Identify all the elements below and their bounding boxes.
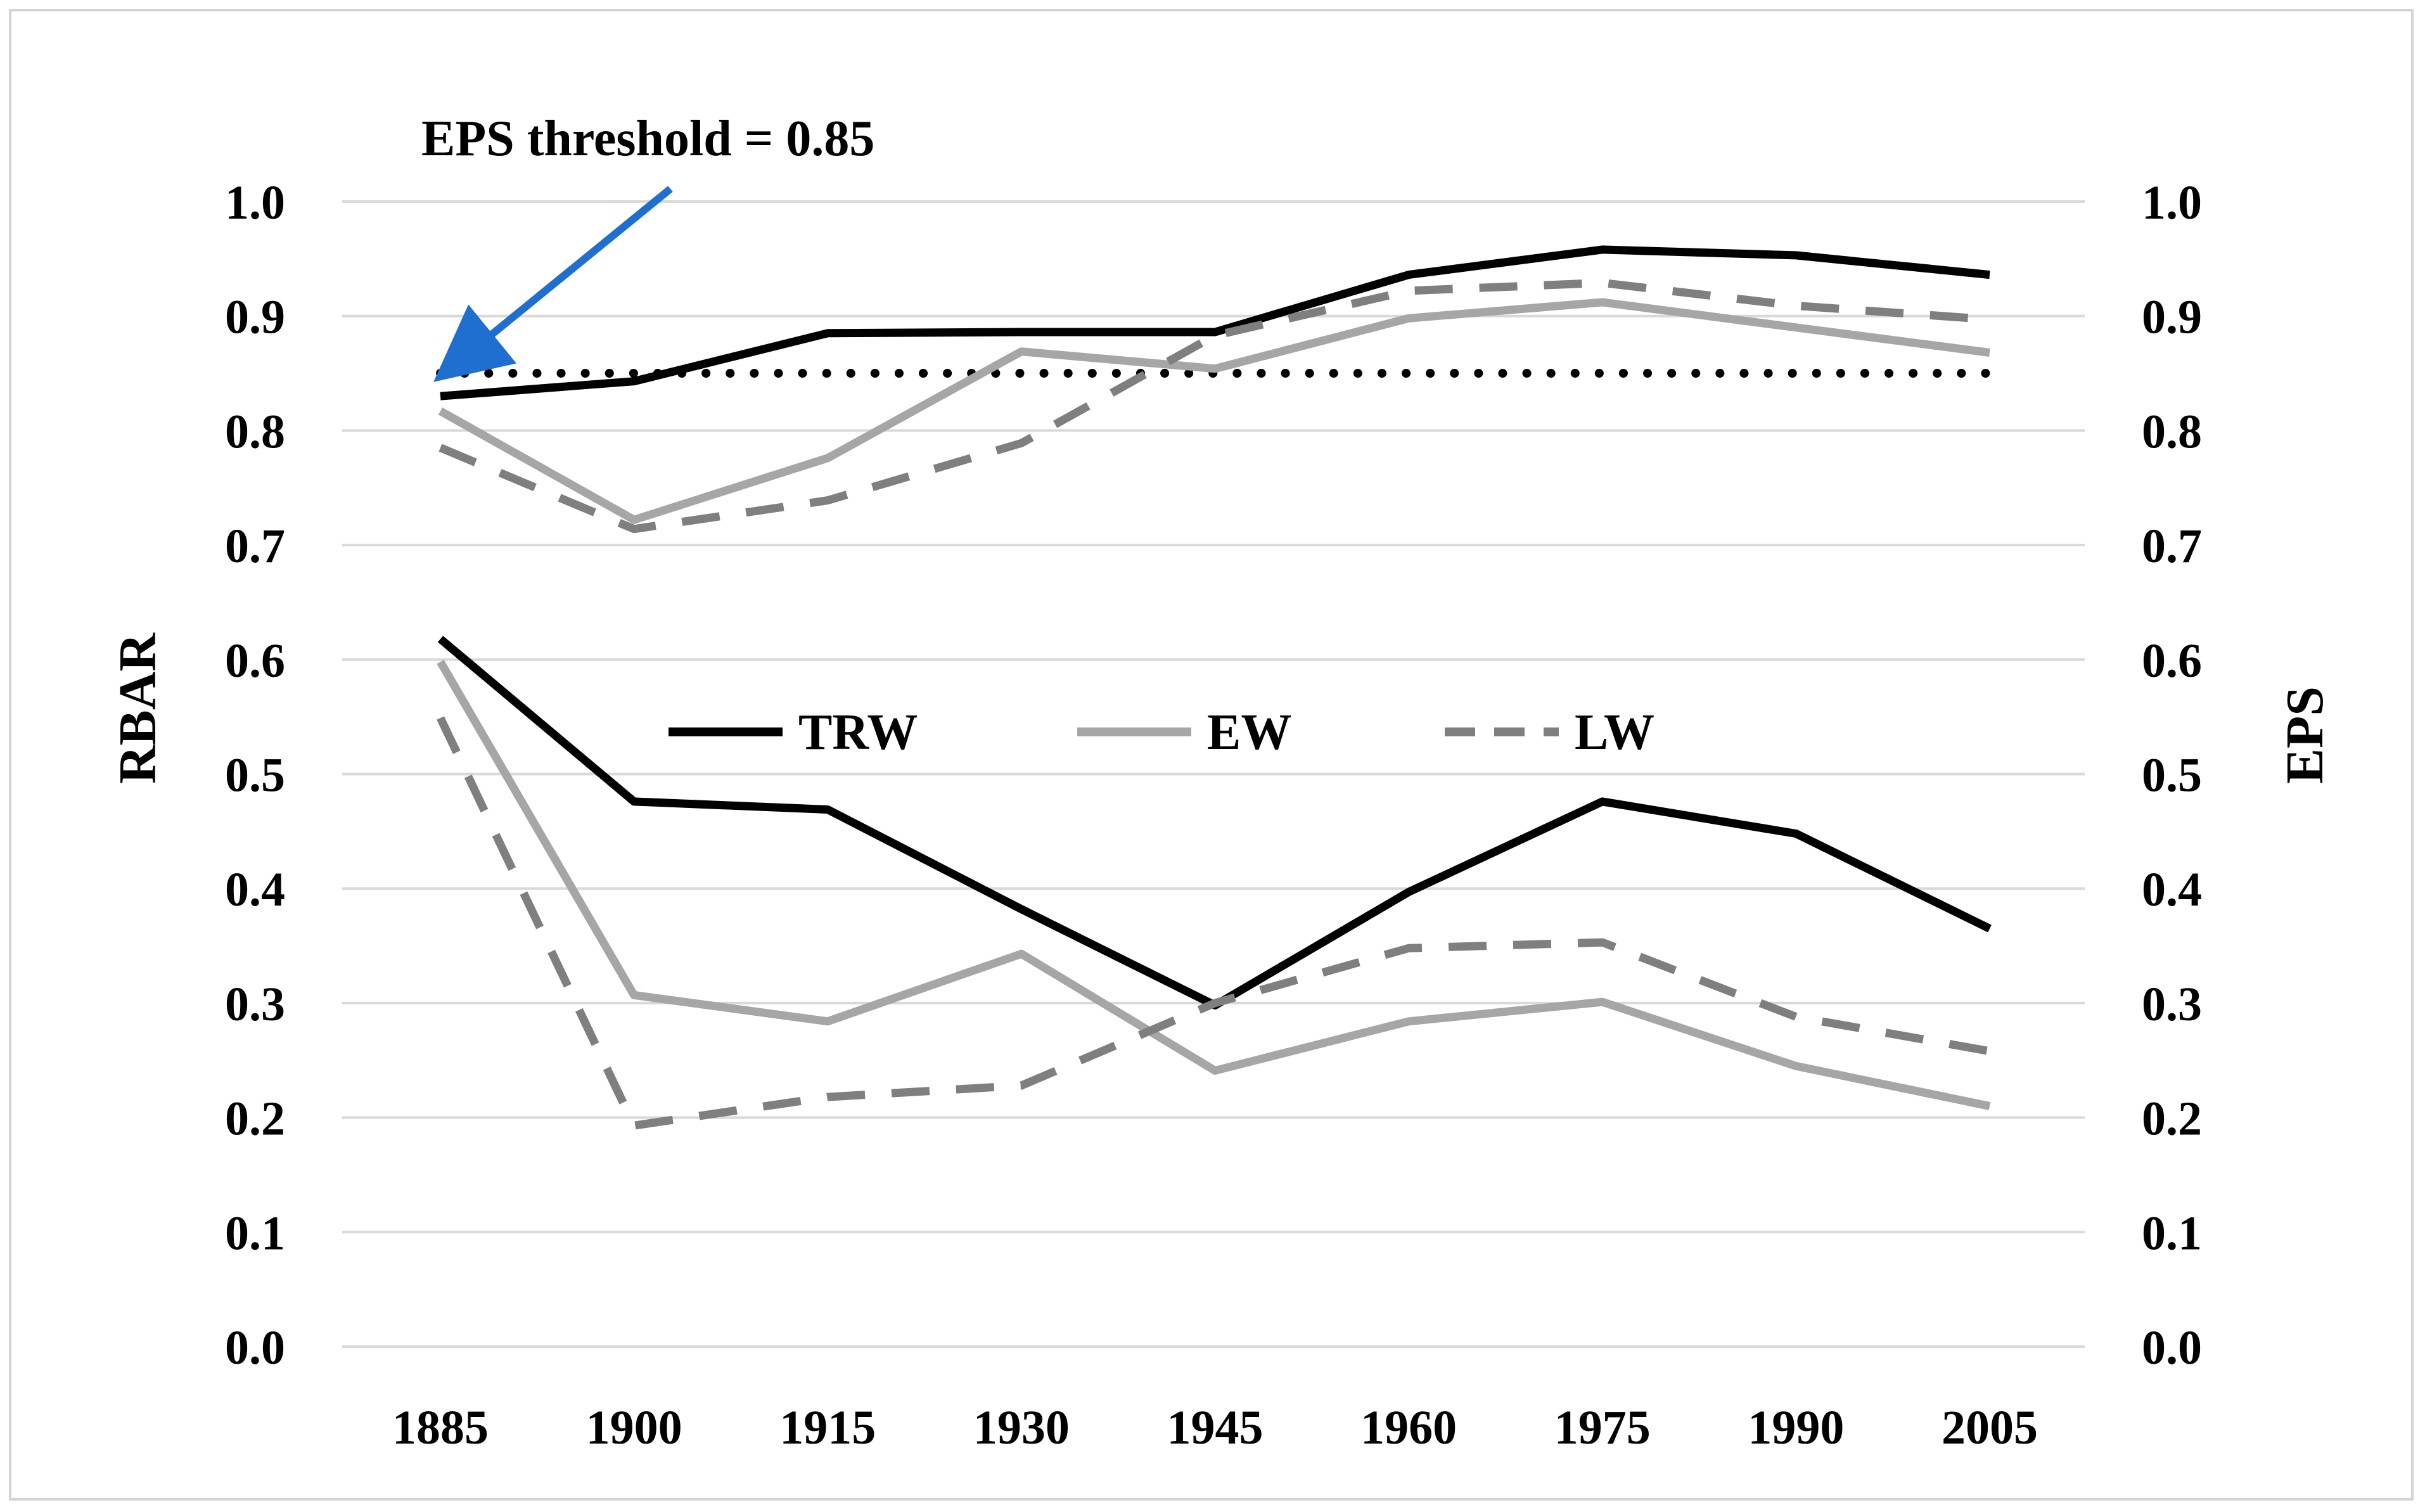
legend: TRW EW LW [669,705,1654,760]
y-tick-left-0.1: 0.1 [225,1207,285,1260]
x-tick-1915: 1915 [779,1401,876,1454]
y-tick-left-1.0: 1.0 [225,176,285,229]
y-tick-right-0.6: 0.6 [2142,634,2202,688]
y-tick-right-0.4: 0.4 [2142,863,2202,916]
y-tick-left-0.9: 0.9 [225,291,285,344]
x-tick-1975: 1975 [1554,1401,1651,1454]
y-tick-right-0.7: 0.7 [2142,520,2202,573]
series-eps-lw [438,278,1990,534]
y-tick-left-0.0: 0.0 [225,1321,285,1374]
y-tick-right-0.2: 0.2 [2142,1092,2202,1146]
gridlines [342,200,2085,1348]
y-tick-left-0.8: 0.8 [225,405,285,458]
series-layer [437,245,1992,1130]
y-tick-right-0.0: 0.0 [2142,1321,2202,1374]
x-tick-1960: 1960 [1360,1401,1457,1454]
y-tick-right-0.3: 0.3 [2142,978,2202,1031]
series-eps-trw [440,245,1990,400]
y-axis-title-left: RBAR [108,632,167,784]
legend-label-ew: EW [1207,705,1291,760]
x-tick-2005: 2005 [1942,1401,2038,1454]
y-tick-left-0.5: 0.5 [225,749,285,802]
series-eps-ew [438,298,1990,524]
y-tick-left-0.2: 0.2 [225,1092,285,1146]
series-rbar-trw [437,636,1992,1009]
x-tick-1945: 1945 [1167,1401,1264,1454]
threshold-annotation: EPS threshold = 0.85 [421,111,874,167]
y-tick-right-0.8: 0.8 [2142,405,2202,458]
chart-frame [9,9,2414,1501]
y-axis-title-right: EPS [2275,686,2334,784]
legend-label-trw: TRW [798,705,918,760]
x-tick-1885: 1885 [392,1401,489,1454]
y-tick-left-0.3: 0.3 [225,978,285,1031]
y-tick-right-1.0: 1.0 [2142,176,2202,229]
x-tick-1990: 1990 [1748,1401,1844,1454]
axis-ticks: 0.0 0.0 0.1 0.1 0.2 0.2 0.3 0.3 0.4 0.4 0.5 0.5 0.6 0… [225,176,2202,1454]
y-tick-left-0.4: 0.4 [225,863,285,916]
x-tick-1930: 1930 [973,1401,1070,1454]
legend-label-lw: LW [1575,705,1654,760]
threshold-arrow [433,186,673,382]
series-rbar-ew [437,660,1991,1110]
y-tick-left-0.6: 0.6 [225,634,285,688]
x-tick-1900: 1900 [586,1401,682,1454]
y-tick-left-0.7: 0.7 [225,520,285,573]
y-tick-right-0.1: 0.1 [2142,1207,2202,1260]
y-tick-right-0.5: 0.5 [2142,749,2202,802]
series-rbar-lw [437,716,1991,1130]
y-tick-right-0.9: 0.9 [2142,291,2202,344]
